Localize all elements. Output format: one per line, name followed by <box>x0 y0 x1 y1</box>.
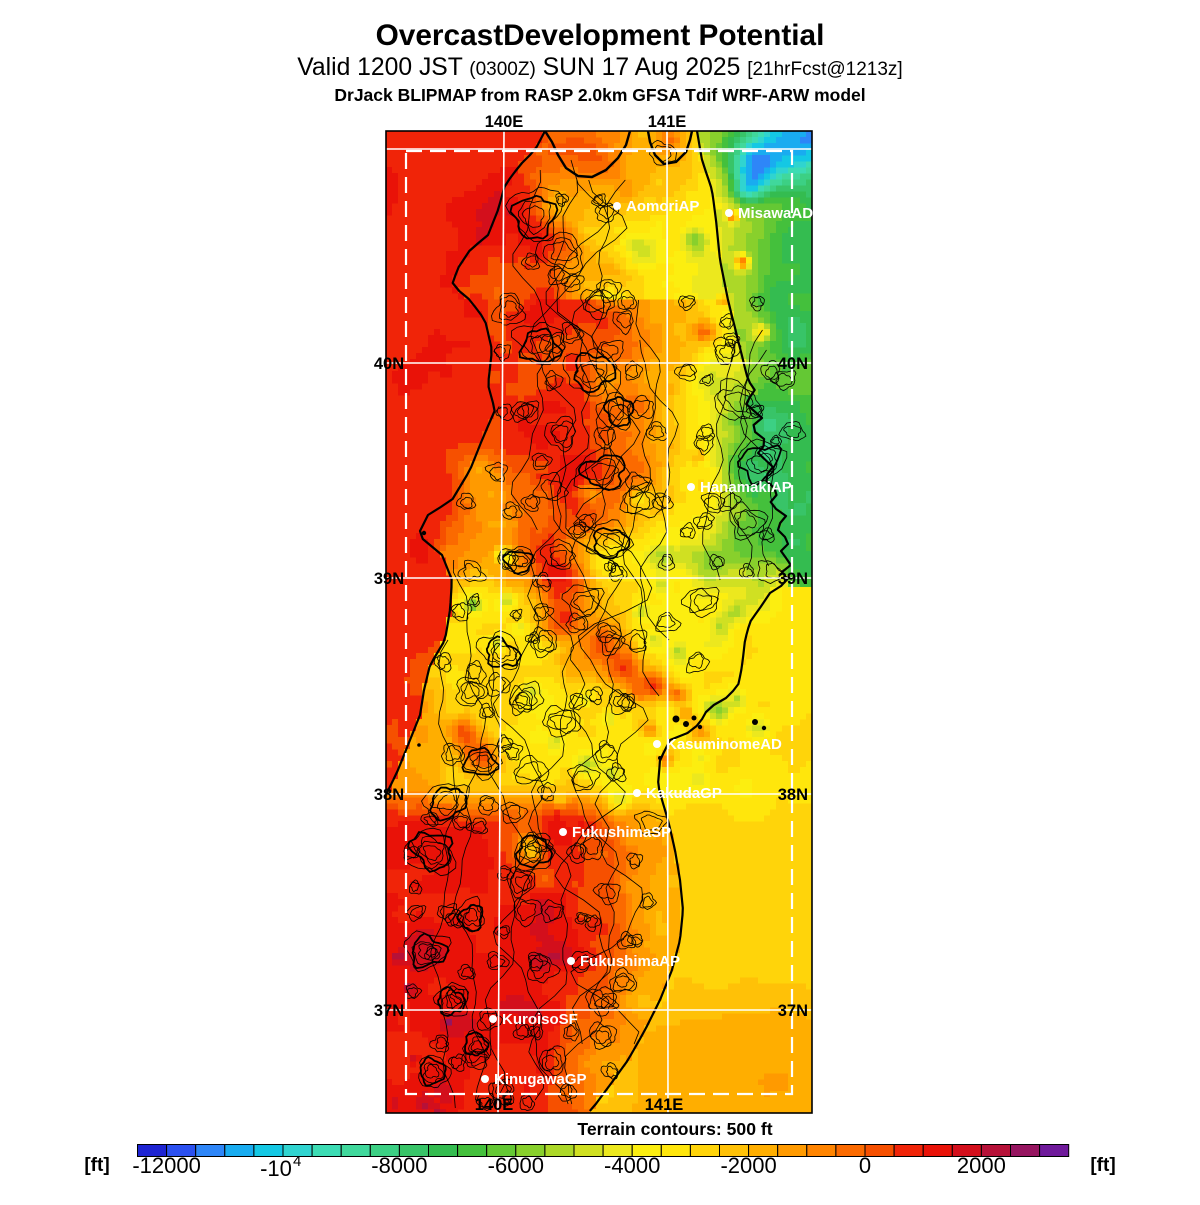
svg-text:4: 4 <box>293 1153 301 1170</box>
svg-text:39N: 39N <box>374 570 404 588</box>
svg-text:KakudaGP: KakudaGP <box>646 785 722 802</box>
svg-text:MisawaAD: MisawaAD <box>738 205 813 222</box>
svg-text:-4000: -4000 <box>604 1153 660 1178</box>
svg-text:Valid 1200 JST (0300Z) SUN 17: Valid 1200 JST (0300Z) SUN 17 Aug 2025 [… <box>297 54 902 81</box>
svg-text:40N: 40N <box>778 355 808 373</box>
svg-text:37N: 37N <box>374 1002 404 1020</box>
svg-text:141E: 141E <box>648 113 687 131</box>
svg-text:-10: -10 <box>260 1156 292 1181</box>
svg-text:-6000: -6000 <box>488 1153 544 1178</box>
svg-text:37N: 37N <box>778 1002 808 1020</box>
svg-text:[ft]: [ft] <box>1090 1155 1115 1176</box>
svg-text:140E: 140E <box>475 1096 514 1114</box>
svg-text:-12000: -12000 <box>132 1153 201 1178</box>
svg-text:38N: 38N <box>778 786 808 804</box>
svg-text:FukushimaSP: FukushimaSP <box>572 824 671 841</box>
svg-text:2000: 2000 <box>957 1153 1006 1178</box>
svg-text:-8000: -8000 <box>371 1153 427 1178</box>
svg-text:KuroisoSF: KuroisoSF <box>502 1011 578 1028</box>
svg-text:KasuminomeAD: KasuminomeAD <box>666 736 782 753</box>
svg-text:-2000: -2000 <box>720 1153 776 1178</box>
svg-text:39N: 39N <box>778 570 808 588</box>
svg-text:40N: 40N <box>374 355 404 373</box>
svg-text:141E: 141E <box>645 1096 684 1114</box>
svg-text:AomoriAP: AomoriAP <box>626 198 699 215</box>
svg-text:HanamakiAP: HanamakiAP <box>700 479 792 496</box>
svg-text:FukushimaAP: FukushimaAP <box>580 953 680 970</box>
svg-text:KinugawaGP: KinugawaGP <box>494 1071 587 1088</box>
svg-text:[ft]: [ft] <box>84 1155 109 1176</box>
svg-text:38N: 38N <box>374 786 404 804</box>
svg-text:DrJack BLIPMAP from RASP 2.0km: DrJack BLIPMAP from RASP 2.0km GFSA Tdif… <box>334 85 865 105</box>
svg-text:0: 0 <box>859 1153 871 1178</box>
svg-text:Terrain contours: 500 ft: Terrain contours: 500 ft <box>577 1119 772 1139</box>
svg-text:140E: 140E <box>485 113 524 131</box>
svg-text:OvercastDevelopment Potential: OvercastDevelopment Potential <box>376 19 825 52</box>
